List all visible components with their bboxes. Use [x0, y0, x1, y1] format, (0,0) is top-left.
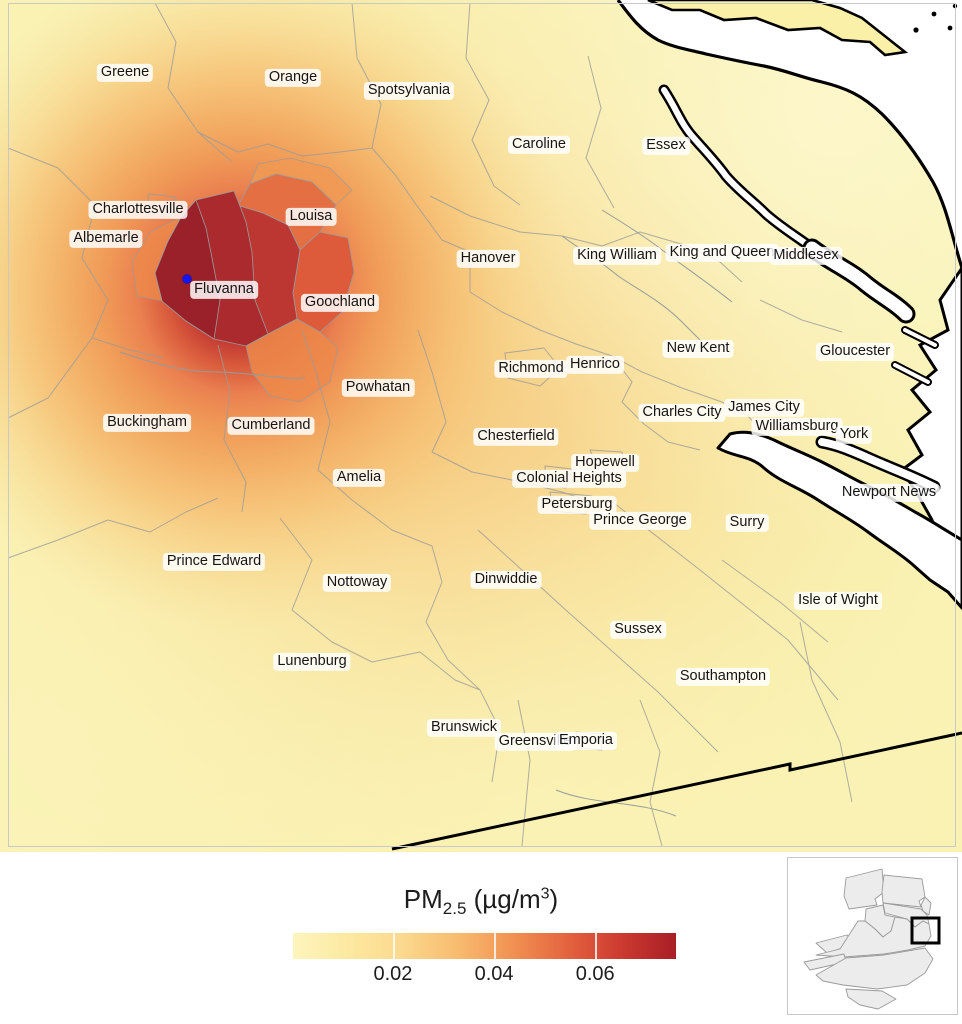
legend-title-sub: 2.5 — [442, 899, 467, 919]
state-border-line — [391, 731, 962, 851]
inset-state-pa — [881, 874, 926, 908]
inset-highlight-box — [910, 916, 941, 945]
legend-tick-label: 0.04 — [474, 963, 514, 985]
inset-state-nc — [815, 947, 934, 990]
legend-title-suffix: ) — [549, 884, 559, 914]
map-canvas — [0, 0, 962, 852]
water-features — [616, 0, 962, 610]
mobjack-inlet-1w — [903, 328, 937, 347]
james-estuary — [716, 430, 962, 610]
hotspot-patches — [131, 157, 355, 403]
rappahannock-water — [661, 87, 815, 251]
meherrin-river — [555, 789, 677, 817]
patch-ring-west — [131, 216, 182, 302]
legend-title-mid: (µg/m — [466, 884, 541, 914]
map-frame — [8, 3, 956, 847]
inset-state-ny — [843, 868, 885, 910]
pm-field — [0, 0, 962, 852]
chesapeake-shoreline — [616, 0, 962, 269]
northern-neck-land — [647, 0, 909, 57]
legend-tick — [595, 933, 598, 959]
james-river-upper — [119, 351, 306, 379]
legend-title-prefix: PM — [403, 884, 443, 914]
study-site-marker — [182, 274, 192, 284]
patch-ring-south — [245, 318, 339, 403]
inset-state-nj — [920, 896, 932, 916]
york-river-water — [818, 438, 938, 491]
chesapeake-top-water — [618, 0, 962, 268]
inset-state-sc — [845, 988, 897, 1010]
mobjack-inlet-2w — [893, 363, 930, 384]
choropleth-map: Greene Orange Spotsylvania Caroline Essex Cha… — [0, 0, 962, 852]
legend-title-sup: 3 — [540, 885, 550, 903]
legend-colorbar — [293, 933, 676, 959]
legend-tick — [494, 933, 497, 959]
legend-tick-label: 0.02 — [373, 963, 413, 985]
legend-tick-labels: 0.02 0.04 0.06 — [293, 963, 676, 989]
legend-tick-label: 0.06 — [575, 963, 615, 985]
inset-locator-map — [787, 857, 958, 1015]
legend-tick — [392, 933, 395, 959]
inset-canvas — [803, 868, 941, 1010]
